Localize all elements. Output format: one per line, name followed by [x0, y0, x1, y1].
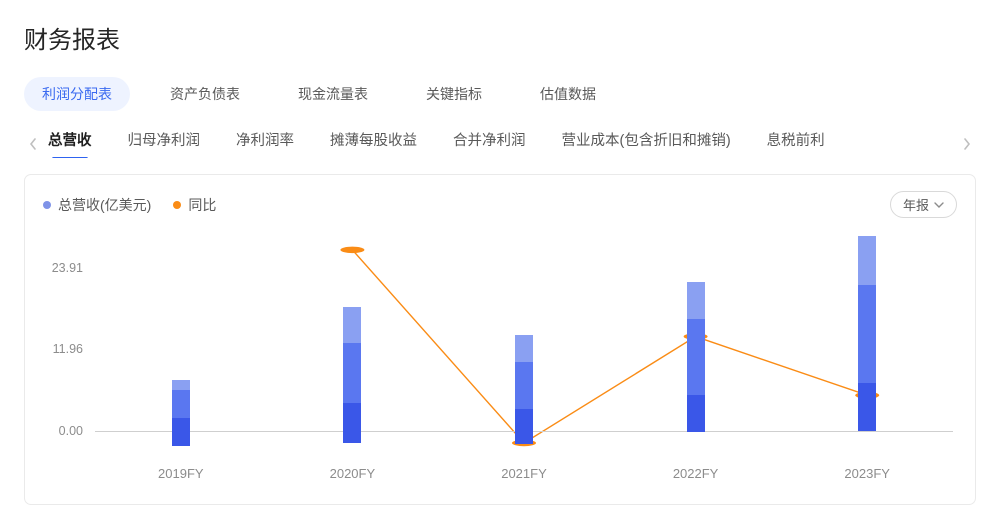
main-tab[interactable]: 现金流量表: [280, 77, 386, 111]
chevron-down-icon: [934, 200, 944, 210]
main-tabs: 利润分配表资产负债表现金流量表关键指标估值数据: [24, 77, 976, 111]
chart-legend: 总营收(亿美元) 同比: [43, 195, 216, 215]
bar-segment: [343, 431, 361, 443]
period-selector[interactable]: 年报: [890, 191, 957, 218]
legend-dot-bar: [43, 201, 51, 209]
x-axis-tick-label: 2023FY: [844, 466, 890, 481]
sub-tab[interactable]: 营业成本(包含折旧和摊销): [562, 129, 731, 158]
sub-tab[interactable]: 合并净利润: [453, 129, 526, 158]
sub-tab[interactable]: 总营收: [48, 129, 92, 158]
x-axis-tick-label: 2019FY: [158, 466, 204, 481]
legend-dot-line: [173, 201, 181, 209]
bar-segment: [515, 409, 533, 431]
chart-card: 总营收(亿美元) 同比 年报 0.00 11.96 23.91 2019FY 2020…: [24, 174, 976, 505]
bar-group: [687, 226, 705, 458]
bar-segment: [343, 343, 361, 403]
line-series: [352, 250, 867, 443]
bar-segment: [172, 380, 190, 390]
bar-segment: [172, 390, 190, 419]
sub-tab[interactable]: 摊薄每股收益: [330, 129, 417, 158]
sub-tabs: 总营收 归母净利润 净利润率 摊薄每股收益 合并净利润 营业成本(包含折旧和摊销) 息税前利: [42, 129, 958, 158]
bar-segment: [172, 418, 190, 430]
legend-label-line: 同比: [188, 195, 216, 215]
x-axis-tick-label: 2020FY: [330, 466, 376, 481]
x-axis-tick-label: 2021FY: [501, 466, 547, 481]
page-title: 财务报表: [24, 20, 976, 55]
sub-tab[interactable]: 净利润率: [236, 129, 294, 158]
bar-segment: [343, 403, 361, 430]
sub-tab[interactable]: 息税前利: [767, 129, 825, 158]
bar-group: [343, 226, 361, 458]
chevron-left-icon[interactable]: [24, 138, 42, 150]
bar-segment: [343, 307, 361, 344]
y-axis-tick-label: 11.96: [53, 342, 83, 356]
main-tab[interactable]: 资产负债表: [152, 77, 258, 111]
y-axis-tick-label: 0.00: [59, 424, 83, 438]
bar-segment: [172, 431, 190, 447]
main-tab[interactable]: 估值数据: [522, 77, 614, 111]
bar-segment: [858, 383, 876, 431]
chart-area: 0.00 11.96 23.91 2019FY 2020FY 2021FY 2022FY 2…: [43, 226, 957, 486]
bar-segment: [515, 431, 533, 445]
main-tab[interactable]: 利润分配表: [24, 77, 130, 111]
y-axis-tick-label: 23.91: [52, 261, 83, 275]
sub-tab[interactable]: 归母净利润: [128, 129, 201, 158]
bar-segment: [515, 362, 533, 408]
chevron-right-icon[interactable]: [958, 138, 976, 150]
bar-segment: [687, 431, 705, 432]
bar-segment: [515, 335, 533, 362]
bar-group: [858, 226, 876, 458]
bar-group: [515, 226, 533, 458]
legend-item-bar: 总营收(亿美元): [43, 195, 151, 215]
period-selector-label: 年报: [903, 195, 929, 214]
bar-segment: [687, 319, 705, 395]
x-axis-tick-label: 2022FY: [673, 466, 719, 481]
legend-label-bar: 总营收(亿美元): [58, 195, 151, 215]
legend-item-line: 同比: [173, 195, 216, 215]
main-tab[interactable]: 关键指标: [408, 77, 500, 111]
bar-segment: [858, 236, 876, 285]
sub-tabs-wrapper: 总营收 归母净利润 净利润率 摊薄每股收益 合并净利润 营业成本(包含折旧和摊销) 息税前利: [24, 129, 976, 158]
bar-segment: [687, 282, 705, 319]
bar-group: [172, 226, 190, 458]
bar-segment: [687, 395, 705, 430]
bar-segment: [858, 285, 876, 383]
